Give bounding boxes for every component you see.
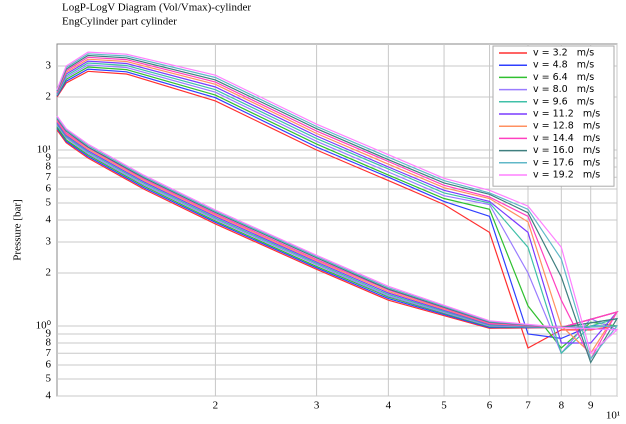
series-line [56, 64, 618, 355]
series-line [56, 58, 619, 355]
series-line [56, 56, 619, 361]
chart-title: LogP-LogV Diagram (Vol/Vmax)-cylinder [62, 2, 251, 14]
y-tick-label: 3 [46, 236, 52, 248]
y-tick-label: 7 [46, 347, 52, 359]
legend-label: v = 4.8 m/s [533, 60, 594, 71]
y-tick-label: 10⁰ [36, 319, 52, 331]
y-tick-label: 3 [46, 60, 52, 72]
y-tick-label: 6 [46, 359, 52, 371]
y-tick-label: 5 [46, 372, 52, 384]
y-tick-label: 8 [46, 337, 52, 349]
y-tick-label: 8 [46, 161, 52, 173]
y-tick-label: 2 [46, 267, 52, 279]
legend-label: v = 9.6 m/s [533, 96, 594, 107]
legend-label: v = 19.2 m/s [533, 170, 600, 181]
legend-label: v = 16.0 m/s [533, 145, 600, 156]
y-tick-label: 2 [46, 91, 52, 103]
x-tick-label: 6 [487, 400, 493, 412]
legend-label: v = 14.4 m/s [533, 133, 600, 144]
series-line [56, 68, 618, 340]
y-axis-label: Pressure [bar] [12, 199, 24, 260]
y-tick-label: 9 [46, 328, 52, 340]
x-tick-label: 7 [525, 400, 531, 412]
series-line [56, 54, 619, 364]
x-tick-label: 2 [213, 400, 219, 412]
series-line [56, 53, 619, 361]
y-tick-label: 6 [46, 183, 52, 195]
y-tick-label: 5 [46, 196, 52, 208]
x-tick-label: 8 [559, 400, 565, 412]
series-line [56, 51, 619, 355]
x-tick-label: 10¹ [606, 410, 620, 422]
y-tick-label: 9 [46, 152, 52, 164]
legend-label: v = 12.8 m/s [533, 121, 600, 132]
y-tick-label: 4 [46, 390, 52, 402]
x-tick-label: 9 [588, 400, 594, 412]
legend-label: v = 11.2 m/s [533, 109, 600, 120]
x-tick-label: 4 [386, 400, 392, 412]
legend-label: v = 8.0 m/s [533, 84, 594, 95]
y-tick-label: 10¹ [37, 143, 51, 155]
x-tick-label: 3 [314, 400, 320, 412]
legend-label: v = 6.4 m/s [533, 72, 594, 83]
legend-label: v = 3.2 m/s [533, 48, 594, 59]
series-line [56, 60, 619, 344]
chart-subtitle: EngCylinder part cylinder [62, 16, 177, 28]
y-tick-label: 7 [46, 171, 52, 183]
y-tick-label: 4 [46, 214, 52, 226]
legend-label: v = 17.6 m/s [533, 157, 600, 168]
x-tick-label: 5 [441, 400, 447, 412]
